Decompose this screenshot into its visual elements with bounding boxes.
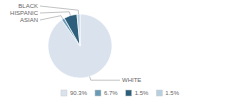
legend: 90.3% 6.7% 1.5% 1.5%	[61, 90, 180, 96]
pie	[48, 14, 112, 78]
slice-label: WHITE	[122, 77, 141, 83]
slice-label: ASIAN	[20, 17, 38, 23]
leader-line	[40, 12, 70, 16]
legend-label: 1.5%	[165, 90, 179, 96]
chart: BLACKHISPANICASIAN WHITE 90.3% 6.7% 1.5% 1.5%	[0, 0, 240, 100]
pie-slice	[64, 14, 80, 46]
leader-line	[90, 77, 120, 81]
legend-swatch	[95, 90, 101, 96]
legend-swatch	[126, 90, 132, 96]
legend-label: 90.3%	[70, 90, 88, 96]
slice-label: HISPANIC	[10, 10, 39, 16]
slice-label: BLACK	[18, 3, 38, 9]
leader-line	[40, 16, 63, 20]
pie-slice	[77, 14, 80, 46]
legend-item: 1.5%	[126, 90, 149, 96]
legend-label: 6.7%	[104, 90, 118, 96]
legend-item: 90.3%	[61, 90, 88, 96]
pie-slice	[48, 14, 112, 78]
legend-item: 1.5%	[156, 90, 179, 96]
legend-swatch	[156, 90, 162, 96]
legend-swatch	[61, 90, 67, 96]
legend-item: 6.7%	[95, 90, 118, 96]
legend-label: 1.5%	[135, 90, 149, 96]
